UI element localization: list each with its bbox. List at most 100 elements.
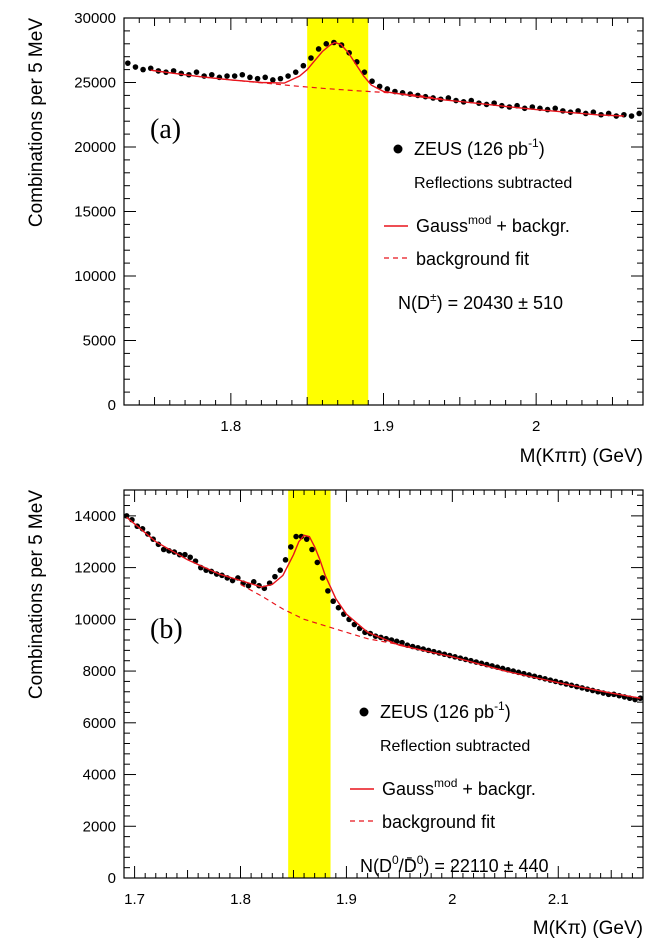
x-tick-label-a: 1.9 xyxy=(373,418,394,435)
data-point-b xyxy=(288,544,294,550)
data-point-a xyxy=(270,77,276,83)
y-tick-label-a: 5000 xyxy=(83,333,116,350)
data-points-a xyxy=(125,39,642,119)
legend-background-label-b: background fit xyxy=(382,812,495,832)
data-point-b xyxy=(277,567,284,573)
data-point-a xyxy=(224,73,230,79)
signal-band-a xyxy=(307,18,369,405)
data-point-b xyxy=(319,575,326,581)
data-point-a xyxy=(277,75,284,82)
data-point-b xyxy=(314,559,321,566)
signal-count-a: N(D±) = 20430 ± 510 xyxy=(398,290,563,313)
data-point-b xyxy=(182,551,188,558)
legend-fit-label-a: Gaussmod + backgr. xyxy=(416,213,570,236)
legend-marker-points-a xyxy=(393,144,403,154)
data-point-a xyxy=(552,105,559,112)
data-point-a xyxy=(628,113,635,119)
data-points-b xyxy=(123,513,644,703)
data-point-b xyxy=(187,554,193,561)
y-tick-label-b: 10000 xyxy=(74,611,116,628)
y-tick-label-b: 14000 xyxy=(74,508,116,525)
data-point-a xyxy=(208,71,215,78)
ticks-a: 1.8 1.9 2 0 5000 10000 15000 20000 25000 30000 xyxy=(74,10,644,435)
y-tick-label-a: 10000 xyxy=(74,268,116,285)
plot-frame-b xyxy=(123,489,644,879)
legend-marker-points-b xyxy=(359,707,369,717)
legend-b: ZEUS (126 pb-1) Reflection subtracted Ga… xyxy=(350,699,549,876)
data-point-a xyxy=(125,60,131,66)
legend-background-label-a: background fit xyxy=(416,249,529,269)
legend-points-label-a: ZEUS (126 pb-1) xyxy=(414,136,545,159)
data-point-b xyxy=(245,582,252,589)
data-point-a xyxy=(636,110,642,117)
data-point-a xyxy=(300,62,307,69)
panel-label-a: (a) xyxy=(150,114,181,145)
fit-curve-a xyxy=(150,41,624,117)
x-tick-label-b: 1.8 xyxy=(230,891,251,908)
y-axis-title-b: Combinations per 5 MeV xyxy=(26,490,47,699)
data-point-b xyxy=(330,598,336,605)
data-point-a xyxy=(239,71,246,78)
data-point-a xyxy=(384,86,391,92)
data-point-b xyxy=(272,573,278,580)
data-point-a xyxy=(170,68,177,74)
signal-count-b: N(D0/D̄0) = 22110 ± 440 xyxy=(360,853,549,876)
data-point-b xyxy=(303,536,310,542)
signal-band-b xyxy=(288,490,331,878)
data-point-a xyxy=(132,64,139,70)
panel-label-b: (b) xyxy=(150,614,183,645)
legend-fit-label-b: Gaussmod + backgr. xyxy=(382,776,536,799)
data-point-a xyxy=(323,41,330,47)
data-point-a xyxy=(254,75,261,82)
data-point-a xyxy=(544,106,551,113)
data-point-a xyxy=(621,111,627,118)
x-axis-title-b: M(Kπ) (GeV) xyxy=(533,918,643,939)
fit-curve-b xyxy=(126,516,641,699)
y-tick-label-b: 2000 xyxy=(83,818,116,835)
data-point-b xyxy=(293,533,299,540)
data-point-a xyxy=(361,69,368,75)
y-tick-label-b: 4000 xyxy=(83,767,116,784)
panel-a: 1.8 1.9 2 0 5000 10000 15000 20000 25000 30000 (a… xyxy=(26,10,644,467)
data-point-a xyxy=(308,55,314,61)
data-point-a xyxy=(231,73,238,79)
y-tick-label-a: 25000 xyxy=(74,75,116,92)
data-point-b xyxy=(393,638,400,645)
data-point-a xyxy=(285,73,291,79)
data-point-a xyxy=(247,74,253,81)
y-tick-label-b: 8000 xyxy=(83,663,116,680)
y-tick-label-a: 20000 xyxy=(74,139,116,156)
data-point-b xyxy=(335,604,342,611)
x-tick-label-b: 2.1 xyxy=(548,891,569,908)
legend-a: ZEUS (126 pb-1) Reflections subtracted G… xyxy=(384,136,572,313)
x-tick-label-a: 2 xyxy=(532,418,540,435)
ticks-b: 1.7 1.8 1.9 2 2.1 0 2000 4000 6000 8000 10000 12000… xyxy=(74,490,644,908)
data-point-b xyxy=(309,546,315,553)
data-point-b xyxy=(325,588,331,594)
background-curve-a xyxy=(150,69,445,100)
data-point-a xyxy=(560,108,566,114)
data-point-a xyxy=(575,108,581,114)
x-tick-label-b: 1.9 xyxy=(336,891,357,908)
data-point-a xyxy=(140,66,146,73)
y-tick-label-b: 12000 xyxy=(74,560,116,577)
data-point-b xyxy=(250,579,257,585)
data-point-b xyxy=(399,639,405,646)
data-point-b xyxy=(298,533,305,540)
y-tick-label-a: 30000 xyxy=(74,10,116,27)
data-point-a xyxy=(262,74,268,81)
y-tick-label-b: 0 xyxy=(108,870,116,887)
y-axis-title-a: Combinations per 5 MeV xyxy=(26,18,47,227)
x-tick-label-b: 2 xyxy=(448,891,456,908)
data-point-a xyxy=(369,78,375,85)
x-tick-label-b: 1.7 xyxy=(124,891,145,908)
y-tick-label-b: 6000 xyxy=(83,715,116,732)
data-point-a xyxy=(445,95,452,101)
data-point-a xyxy=(292,69,299,75)
legend-subtitle-b: Reflection subtracted xyxy=(380,738,530,755)
panel-b: 1.7 1.8 1.9 2 2.1 0 2000 4000 6000 8000 10000 12000… xyxy=(26,489,644,939)
y-tick-label-a: 15000 xyxy=(74,204,116,221)
x-axis-title-a: M(Kππ) (GeV) xyxy=(520,446,643,467)
data-point-a xyxy=(193,69,200,75)
